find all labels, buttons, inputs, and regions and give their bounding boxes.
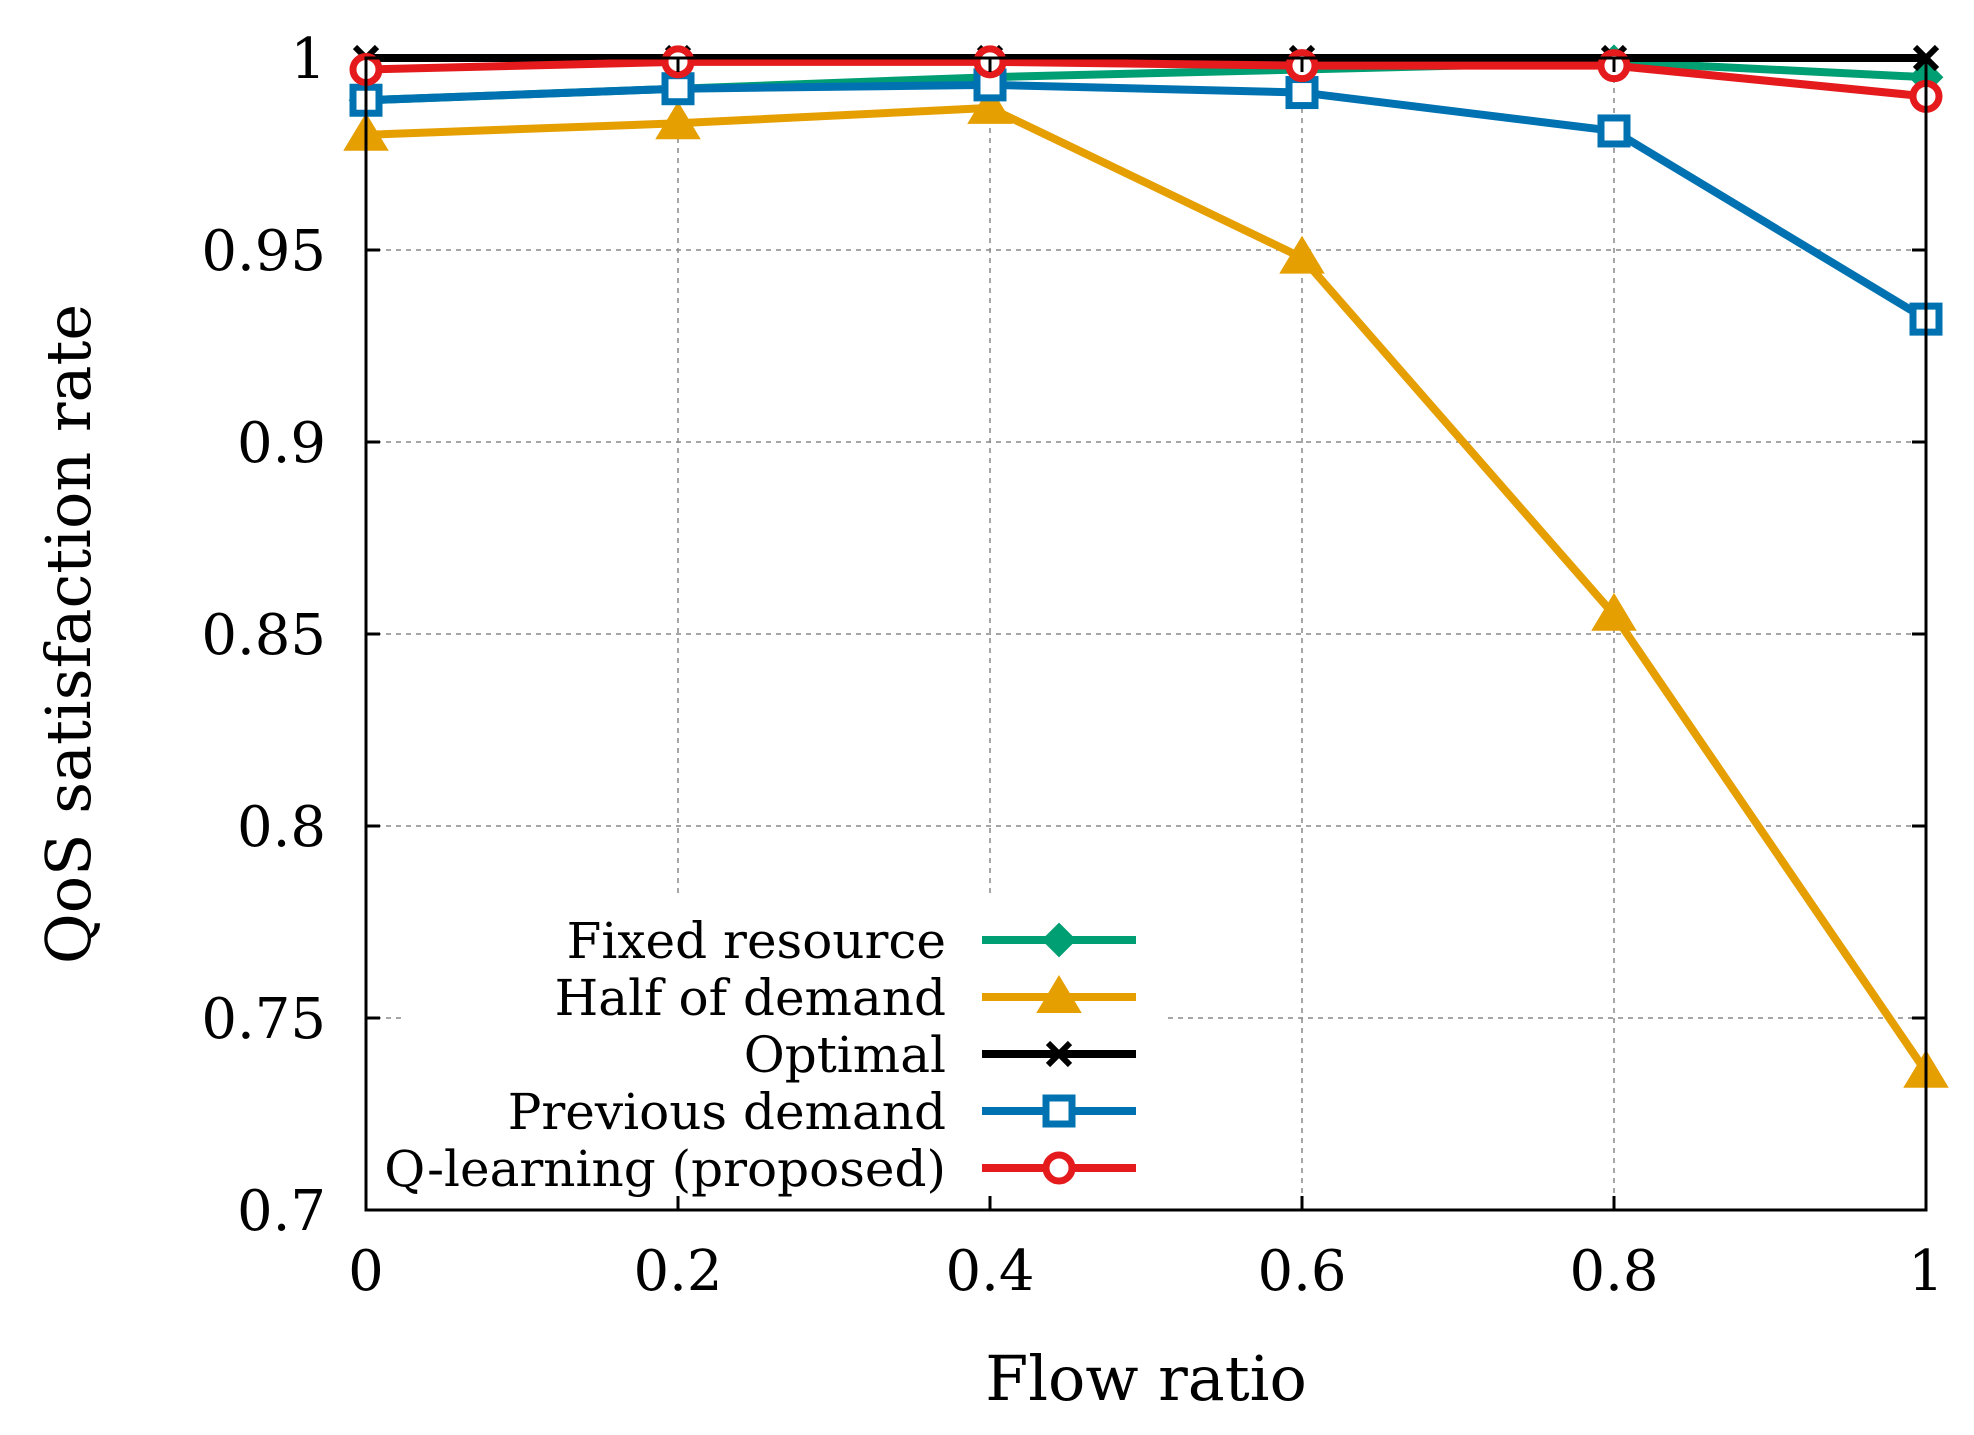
- y-tick-label: 0.75: [201, 987, 326, 1052]
- y-tick-label: 0.95: [201, 219, 326, 284]
- y-tick-label: 0.85: [201, 603, 326, 668]
- x-tick-label: 0.4: [945, 1239, 1034, 1304]
- tick-layer: 0.7 0.75 0.8 0.85 0.9 0.95 1 0 0.2 0.4 0.6 0.8 1: [201, 27, 1944, 1304]
- legend-marker: [1041, 922, 1077, 958]
- y-axis-label: QoS satisfaction rate: [32, 304, 105, 964]
- legend-marker: [1036, 975, 1082, 1013]
- legend-item: Previous demand: [508, 1083, 1136, 1141]
- series-line: [365, 103, 1930, 1075]
- grid-layer: [366, 58, 1926, 1210]
- series-line: [365, 57, 1927, 101]
- series-previous-demand: [349, 68, 1943, 336]
- legend-label: Optimal: [744, 1026, 946, 1084]
- x-tick-label: 0.8: [1569, 1239, 1658, 1304]
- y-tick-label: 0.7: [237, 1179, 326, 1244]
- legend-item: Fixed resource: [567, 912, 1136, 970]
- legend-item: Q-learning (proposed): [384, 1140, 1136, 1198]
- legend-marker: [1045, 1040, 1073, 1068]
- data-point: [1591, 592, 1637, 631]
- legend-marker: [1042, 1151, 1076, 1185]
- legend-item: Half of demand: [555, 969, 1136, 1027]
- data-point: [655, 101, 701, 140]
- x-axis-label: Flow ratio: [985, 1342, 1307, 1415]
- series-line: [365, 80, 1929, 323]
- legend-marker: [1042, 1094, 1076, 1128]
- legend-item: Optimal: [744, 1026, 1136, 1084]
- y-tick-label: 0.9: [237, 411, 326, 476]
- data-point: [967, 85, 1013, 124]
- legend-label: Previous demand: [508, 1083, 946, 1141]
- x-tick-label: 0: [348, 1239, 384, 1304]
- y-tick-label: 1: [290, 27, 326, 92]
- data-point: [1285, 76, 1319, 110]
- legend-label: Q-learning (proposed): [384, 1140, 946, 1198]
- legend-label: Fixed resource: [567, 912, 946, 970]
- x-tick-label: 0.6: [1257, 1239, 1346, 1304]
- y-tick-label: 0.8: [237, 795, 326, 860]
- x-tick-label: 1: [1908, 1239, 1944, 1304]
- data-point: [1279, 235, 1325, 274]
- x-tick-label: 0.2: [633, 1239, 722, 1304]
- data-point: [973, 68, 1007, 102]
- data-point: [1597, 114, 1631, 148]
- data-point: [661, 72, 695, 106]
- legend-label: Half of demand: [555, 969, 946, 1027]
- marker-stroke: [1045, 1040, 1073, 1068]
